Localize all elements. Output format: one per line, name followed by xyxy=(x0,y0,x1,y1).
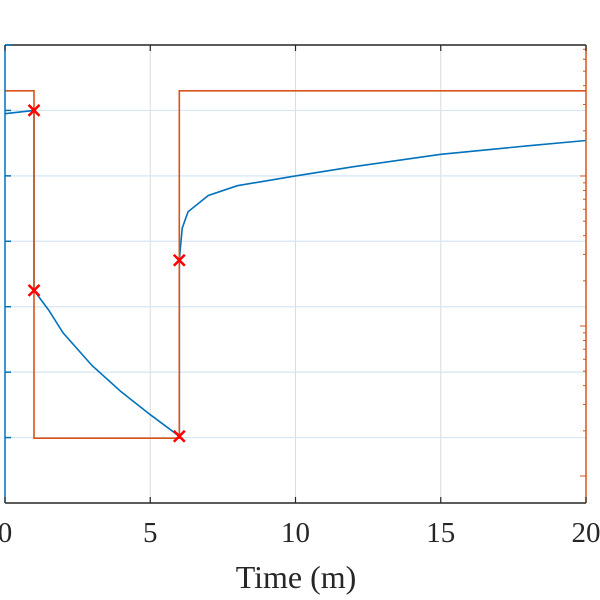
x-tick-label: 5 xyxy=(143,517,158,549)
x-tick-label: 10 xyxy=(281,517,310,549)
marker-x xyxy=(27,283,41,297)
marker-x xyxy=(27,104,41,117)
marker-x xyxy=(172,429,186,443)
markers-layer xyxy=(27,104,186,443)
axes xyxy=(4,44,587,504)
grid xyxy=(5,45,586,503)
x-tick-label: 20 xyxy=(572,517,600,549)
x-axis-label: Time (m) xyxy=(236,559,357,595)
series-line-right xyxy=(5,90,586,439)
x-tick-label: 0 xyxy=(0,517,12,549)
tick-labels: 0 5 10 15 20 xyxy=(0,517,600,549)
marker-x xyxy=(172,253,186,267)
x-tick-label: 15 xyxy=(426,517,455,549)
